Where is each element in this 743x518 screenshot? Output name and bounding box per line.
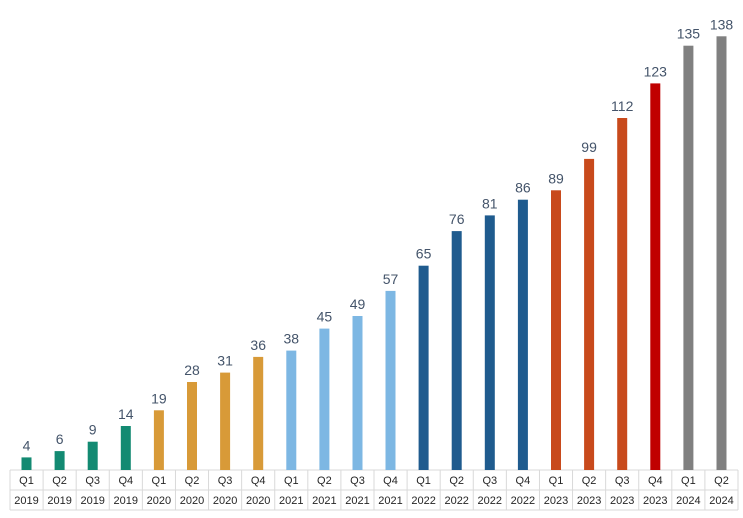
x-tick-quarter: Q1 bbox=[152, 475, 167, 487]
x-tick-year: 2019 bbox=[80, 495, 104, 507]
bar bbox=[253, 356, 264, 470]
bar bbox=[551, 190, 561, 471]
x-tick-quarter: Q2 bbox=[714, 475, 729, 487]
data-label: 76 bbox=[449, 211, 465, 227]
data-label: 14 bbox=[118, 406, 134, 422]
x-tick-quarter: Q1 bbox=[681, 475, 696, 487]
bar bbox=[54, 451, 65, 470]
x-tick-quarter: Q1 bbox=[416, 475, 431, 487]
x-tick-quarter: Q4 bbox=[516, 475, 531, 487]
x-tick-year: 2024 bbox=[709, 495, 733, 507]
bar bbox=[683, 45, 694, 470]
data-label: 86 bbox=[515, 180, 531, 196]
x-tick-quarter: Q3 bbox=[482, 475, 497, 487]
data-label: 31 bbox=[217, 353, 233, 369]
x-tick-year: 2021 bbox=[312, 495, 336, 507]
bar bbox=[584, 158, 595, 470]
bar bbox=[319, 328, 330, 470]
x-tick-year: 2020 bbox=[147, 495, 171, 507]
x-tick-quarter: Q4 bbox=[118, 475, 133, 487]
bar bbox=[187, 382, 197, 470]
data-label: 9 bbox=[89, 422, 97, 438]
x-tick-year: 2022 bbox=[478, 495, 502, 507]
x-tick-quarter: Q2 bbox=[52, 475, 67, 487]
data-label: 123 bbox=[644, 63, 668, 79]
x-tick-year: 2021 bbox=[378, 495, 402, 507]
x-tick-quarter: Q2 bbox=[317, 475, 332, 487]
x-tick-quarter: Q4 bbox=[251, 475, 266, 487]
x-tick-year: 2019 bbox=[47, 495, 71, 507]
bar bbox=[220, 372, 231, 470]
x-tick-year: 2021 bbox=[345, 495, 369, 507]
x-tick-year: 2023 bbox=[577, 495, 601, 507]
data-label: 81 bbox=[482, 195, 498, 211]
x-tick-quarter: Q2 bbox=[185, 475, 200, 487]
x-tick-quarter: Q2 bbox=[582, 475, 597, 487]
x-tick-year: 2022 bbox=[444, 495, 468, 507]
bar bbox=[451, 231, 462, 470]
x-tick-quarter: Q4 bbox=[648, 475, 663, 487]
bar bbox=[650, 83, 661, 471]
data-label: 65 bbox=[416, 246, 432, 262]
x-tick-quarter: Q2 bbox=[449, 475, 464, 487]
bar bbox=[617, 118, 628, 470]
x-tick-quarter: Q1 bbox=[549, 475, 564, 487]
data-label: 138 bbox=[710, 16, 734, 32]
data-label: 36 bbox=[250, 337, 266, 353]
data-label: 57 bbox=[383, 271, 399, 287]
bar bbox=[418, 265, 429, 470]
x-tick-quarter: Q1 bbox=[19, 475, 34, 487]
data-label: 4 bbox=[23, 437, 31, 453]
data-label: 49 bbox=[350, 296, 366, 312]
x-tick-quarter: Q4 bbox=[383, 475, 398, 487]
x-tick-year: 2022 bbox=[511, 495, 535, 507]
x-tick-year: 2019 bbox=[14, 495, 38, 507]
x-tick-year: 2023 bbox=[544, 495, 568, 507]
data-label: 99 bbox=[581, 139, 597, 155]
bar bbox=[385, 290, 396, 470]
x-tick-year: 2020 bbox=[213, 495, 237, 507]
bar bbox=[21, 457, 32, 470]
x-tick-year: 2020 bbox=[180, 495, 204, 507]
data-label: 6 bbox=[56, 431, 64, 447]
bar bbox=[352, 316, 363, 470]
x-tick-year: 2019 bbox=[114, 495, 138, 507]
bar bbox=[517, 199, 528, 470]
data-label: 28 bbox=[184, 362, 200, 378]
bar bbox=[484, 215, 495, 470]
x-tick-year: 2023 bbox=[643, 495, 667, 507]
x-tick-quarter: Q3 bbox=[615, 475, 630, 487]
bar bbox=[120, 426, 131, 470]
data-label: 38 bbox=[284, 331, 300, 347]
bar bbox=[153, 410, 164, 470]
x-tick-year: 2021 bbox=[279, 495, 303, 507]
x-tick-quarter: Q1 bbox=[284, 475, 299, 487]
x-tick-quarter: Q3 bbox=[85, 475, 100, 487]
bar bbox=[286, 350, 297, 470]
x-tick-year: 2024 bbox=[676, 495, 700, 507]
x-tick-quarter: Q3 bbox=[218, 475, 233, 487]
x-tick-year: 2020 bbox=[246, 495, 270, 507]
bar bbox=[87, 441, 98, 470]
data-label: 112 bbox=[611, 98, 634, 114]
x-tick-year: 2022 bbox=[411, 495, 435, 507]
data-label: 19 bbox=[151, 390, 167, 406]
data-label: 89 bbox=[548, 170, 564, 186]
x-tick-year: 2023 bbox=[610, 495, 634, 507]
x-tick-quarter: Q3 bbox=[350, 475, 365, 487]
bar bbox=[716, 36, 727, 471]
data-label: 135 bbox=[677, 26, 701, 42]
data-label: 45 bbox=[317, 309, 333, 325]
